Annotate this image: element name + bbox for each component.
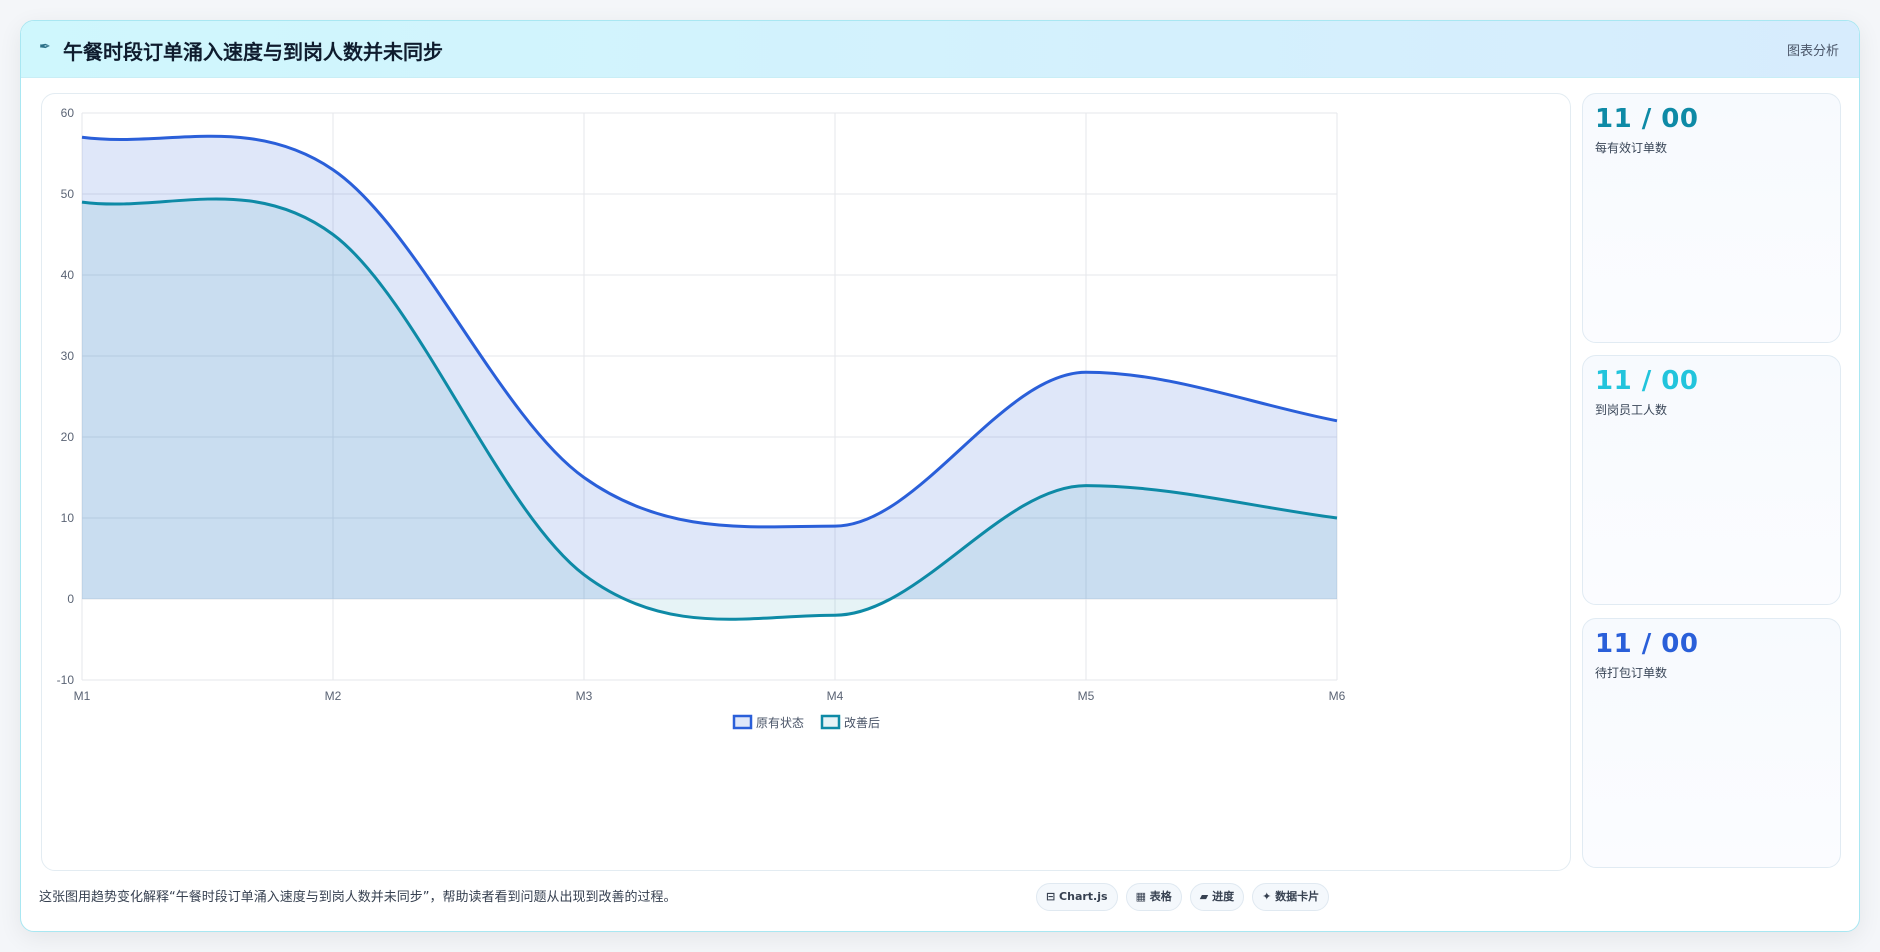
x-tick-label: M1 <box>74 689 91 703</box>
x-tick-label: M3 <box>576 689 593 703</box>
stat-value: 11 / 00 <box>1595 629 1699 659</box>
y-tick-label: 50 <box>61 187 75 201</box>
tag-list: ⊟ Chart.js ▦ 表格 ▰ 进度 ✦ 数据卡片 <box>1036 883 1330 911</box>
stat-card-valid-orders: 11 / 00 每有效订单数 <box>1582 93 1841 343</box>
x-tick-label: M2 <box>325 689 342 703</box>
tag-data-card[interactable]: ✦ 数据卡片 <box>1252 883 1330 911</box>
tag-chartjs[interactable]: ⊟ Chart.js <box>1036 883 1118 911</box>
line-chart: -10 0 10 20 30 40 50 60 M1 M2 M3 M4 M5 M6 原有状态 改善后 <box>57 106 1346 730</box>
y-tick-label: 40 <box>61 268 75 282</box>
y-tick-label: 20 <box>61 430 75 444</box>
legend-label: 改善后 <box>844 715 880 730</box>
y-tick-label: 60 <box>61 106 75 120</box>
panel-header: ✒ 午餐时段订单涌入速度与到岗人数并未同步 图表分析 <box>21 21 1859 78</box>
x-tick-label: M4 <box>827 689 844 703</box>
y-tick-label: 0 <box>67 592 74 606</box>
y-tick-label: 10 <box>61 511 75 525</box>
chart-description: 这张图用趋势变化解释“午餐时段订单涌入速度与到岗人数并未同步”，帮助读者看到问题… <box>39 890 677 905</box>
y-tick-label: -10 <box>57 673 75 687</box>
y-tick-label: 30 <box>61 349 75 363</box>
stat-label: 每有效订单数 <box>1595 141 1668 155</box>
chart-card: -10 0 10 20 30 40 50 60 M1 M2 M3 M4 M5 M6 原有状态 改善后 <box>41 93 1571 871</box>
series-line-2 <box>81 197 1338 621</box>
tag-table[interactable]: ▦ 表格 <box>1125 883 1182 911</box>
stat-card-staff-on-duty: 11 / 00 到岗员工人数 <box>1582 355 1841 605</box>
chart-panel: ✒ 午餐时段订单涌入速度与到岗人数并未同步 图表分析 -10 0 10 20 30 40 5… <box>20 20 1860 932</box>
stat-value: 11 / 00 <box>1595 366 1699 396</box>
legend-swatch <box>820 714 841 730</box>
pen-icon: ✒ <box>39 39 51 55</box>
stat-label: 到岗员工人数 <box>1595 403 1668 417</box>
tag-progress[interactable]: ▰ 进度 <box>1189 883 1245 911</box>
stat-card-pending-packing: 11 / 00 待打包订单数 <box>1582 618 1841 868</box>
stat-value: 11 / 00 <box>1595 104 1699 134</box>
x-tick-label: M6 <box>1329 689 1346 703</box>
series-line-1 <box>81 134 1338 529</box>
legend-label: 原有状态 <box>756 716 804 730</box>
series-area-2 <box>82 198 1337 620</box>
x-tick-label: M5 <box>1078 689 1095 703</box>
legend-swatch <box>732 714 753 730</box>
stat-label: 待打包订单数 <box>1595 666 1668 680</box>
panel-title: 午餐时段订单涌入速度与到岗人数并未同步 <box>63 40 443 64</box>
series-area-1 <box>82 136 1337 600</box>
chart-analysis-link[interactable]: 图表分析 <box>1786 44 1839 59</box>
